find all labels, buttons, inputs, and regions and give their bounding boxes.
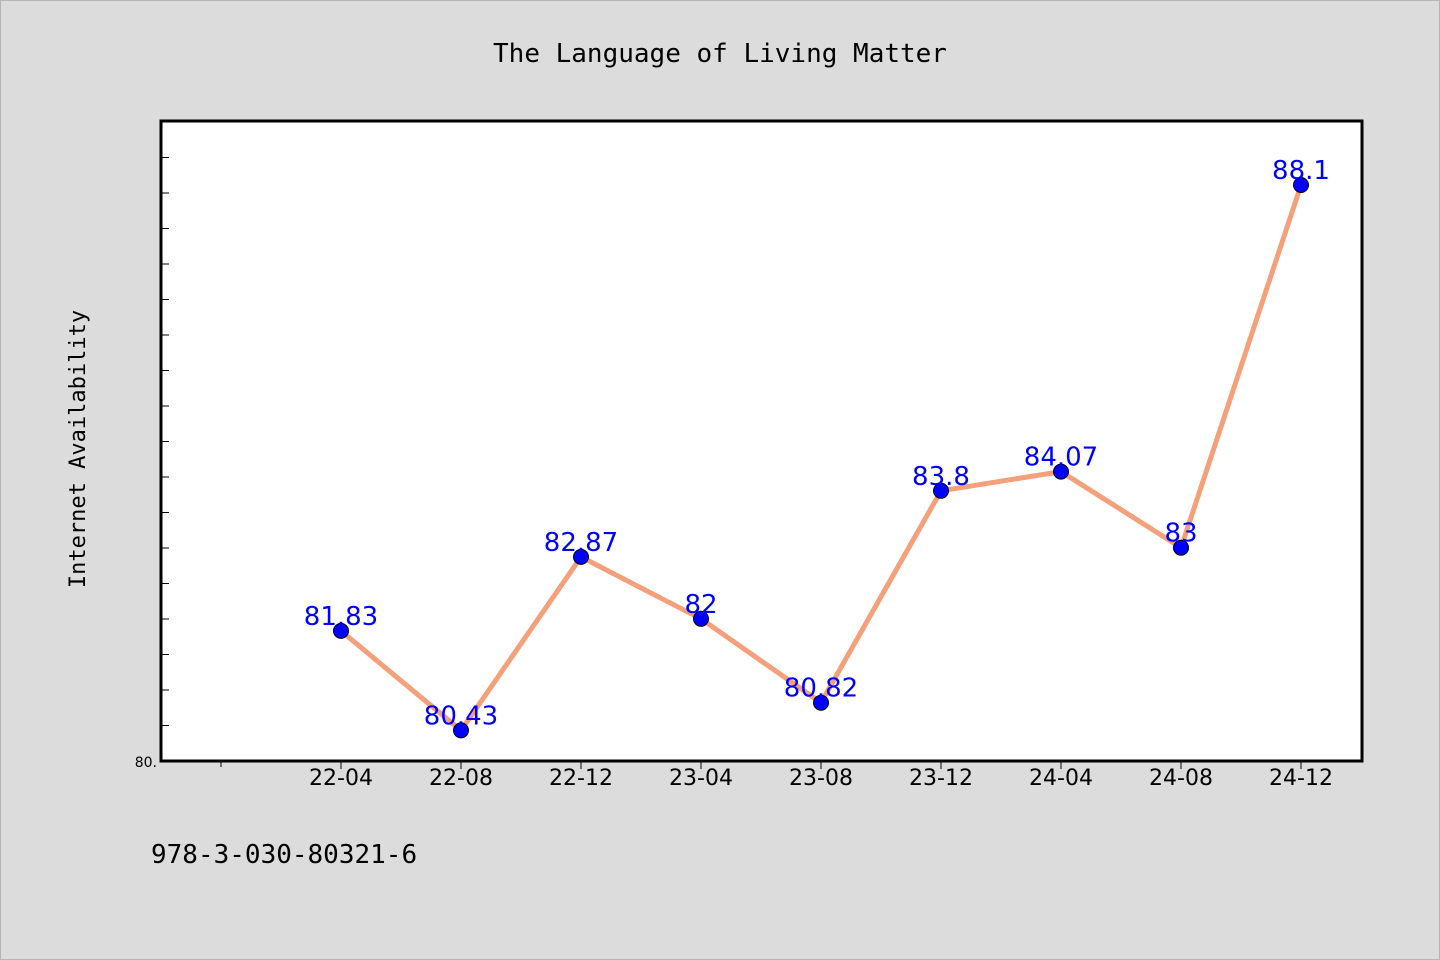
data-point	[573, 548, 589, 565]
data-point	[333, 622, 349, 639]
data-point	[933, 482, 949, 499]
data-label: 80.43	[424, 701, 498, 731]
data-labels: 81.83 80.43 82.87 82 80.82 83.8 84.07 83 88.1	[304, 156, 1330, 731]
y-axis-ticks	[161, 157, 169, 726]
x-tick-label: 22-12	[549, 766, 613, 791]
data-label: 88.1	[1272, 156, 1330, 186]
x-tick-label: 23-12	[909, 766, 973, 791]
data-point	[693, 610, 709, 627]
data-label: 80.82	[784, 674, 858, 704]
x-axis-ticks: 22-04 22-08 22-12 23-04 23-08 23-12 24-04 24-08…	[220, 761, 1333, 791]
x-tick-label: 23-04	[669, 766, 733, 791]
x-tick-label: 22-04	[309, 766, 373, 791]
x-tick-label: 22-08	[429, 766, 493, 791]
data-markers	[333, 177, 1309, 739]
data-label: 82	[684, 590, 717, 620]
data-label: 81.83	[304, 602, 378, 632]
data-label: 83	[1164, 519, 1197, 549]
data-point	[1293, 177, 1309, 193]
isbn-footer: 978-3-030-80321-6	[151, 840, 417, 870]
x-tick-label: 24-12	[1269, 766, 1333, 791]
chart-title: The Language of Living Matter	[493, 39, 947, 69]
data-label: 83.8	[912, 462, 970, 492]
x-tick-label: 24-04	[1029, 766, 1093, 791]
y-axis-label: Internet Availability	[66, 310, 91, 588]
x-tick-label: 23-08	[789, 766, 853, 791]
data-label: 84.07	[1024, 443, 1098, 473]
data-point	[1053, 463, 1069, 480]
plot-area	[159, 119, 1364, 763]
data-point	[453, 722, 469, 739]
y-tick-label: 80.	[135, 755, 157, 771]
x-tick-label: 24-08	[1149, 766, 1213, 791]
data-point	[813, 694, 829, 711]
data-point	[1173, 539, 1189, 556]
data-label: 82.87	[544, 528, 618, 558]
